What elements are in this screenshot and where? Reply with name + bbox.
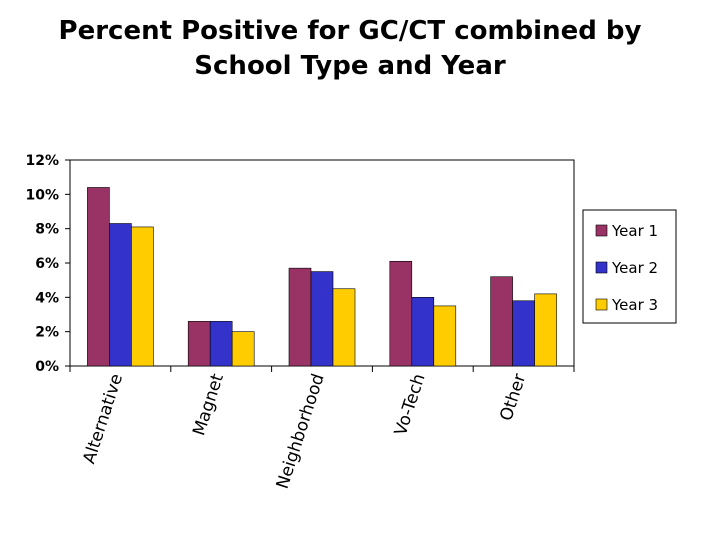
bar [332, 288, 356, 367]
chart-title: Percent Positive for GC/CT combined by S… [0, 14, 700, 84]
bar [209, 321, 233, 367]
bar [389, 260, 413, 367]
x-category-label: Vo-Tech [391, 371, 430, 438]
bar [411, 297, 435, 367]
bar [109, 223, 132, 367]
bar [288, 267, 312, 367]
x-category-label: Magnet [189, 371, 228, 438]
legend-swatch [595, 298, 608, 311]
x-category-label: Other [496, 371, 530, 423]
y-tick-label: 10% [25, 187, 59, 203]
bar [490, 276, 513, 367]
chart-title-line-1: Percent Positive for GC/CT combined by [58, 16, 642, 46]
bar [231, 331, 255, 367]
y-tick-label: 8% [35, 222, 59, 238]
legend-label: Year 1 [611, 222, 658, 240]
legend-swatch [595, 224, 608, 237]
y-tick-label: 2% [35, 325, 59, 341]
bar [187, 321, 211, 367]
y-tick-label: 4% [35, 290, 59, 306]
bar [310, 271, 334, 367]
bar [131, 226, 154, 367]
chart-title-line-2: School Type and Year [194, 51, 506, 81]
y-tick-label: 6% [35, 256, 59, 272]
y-tick-label: 0% [35, 359, 59, 375]
legend-label: Year 3 [611, 296, 658, 314]
bar [512, 300, 535, 367]
x-category-label: Alternative [79, 371, 127, 466]
y-tick-label: 12% [25, 153, 59, 169]
bar [433, 305, 457, 367]
bar [87, 187, 110, 367]
legend-label: Year 2 [611, 259, 658, 277]
bar [534, 293, 557, 367]
legend-swatch [595, 261, 608, 274]
x-category-label: Neighborhood [273, 371, 329, 491]
